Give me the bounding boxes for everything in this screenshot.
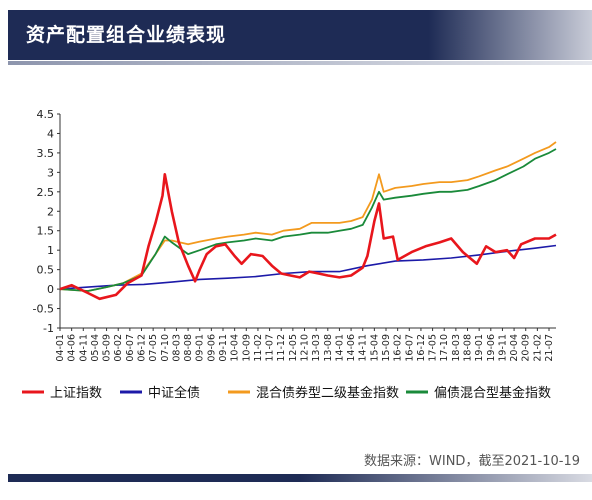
x-tick-label: 12-05 — [288, 334, 299, 362]
y-tick-label: 1.5 — [37, 225, 55, 238]
series-line-2 — [59, 141, 557, 292]
x-tick-label: 04-11 — [78, 334, 89, 362]
x-tick-label: 14-06 — [346, 334, 357, 362]
x-tick-label: 09-11 — [218, 334, 229, 362]
x-tick-label: 19-11 — [497, 334, 508, 362]
y-tick-label: -0.5 — [33, 303, 54, 316]
x-tick-label: 06-12 — [137, 334, 148, 362]
y-tick-label: 0 — [47, 283, 54, 296]
x-tick-label: 11-02 — [253, 334, 264, 362]
x-tick-label: 12-10 — [300, 334, 311, 362]
line-chart: -1 -0.5 0 0.5 1 1.5 2 2.5 3 3.5 4 4.5 04-01 04-06 04-1… — [22, 108, 557, 401]
x-tick-label: 04-06 — [67, 334, 78, 362]
x-tick-label: 05-04 — [90, 334, 101, 362]
y-tick-label: 3.5 — [37, 147, 55, 160]
page-title: 资产配置组合业绩表现 — [26, 24, 227, 46]
x-tick-label: 14-11 — [358, 334, 369, 362]
x-tick-label: 18-08 — [463, 334, 474, 362]
legend-label-2: 混合债券型二级基金指数 — [256, 385, 399, 401]
x-tick-label: 09-01 — [195, 334, 206, 362]
x-tick-label: 14-01 — [334, 334, 345, 362]
x-tick-label: 21-07 — [544, 334, 555, 362]
x-tick-label: 20-09 — [521, 334, 532, 362]
x-tick-label: 15-04 — [369, 334, 380, 362]
x-tick-label: 17-05 — [428, 334, 439, 362]
series-line-3 — [59, 148, 557, 292]
x-tick-label: 11-07 — [265, 334, 276, 362]
x-tick-label: 11-12 — [276, 334, 287, 362]
x-tick-label: 10-09 — [241, 334, 252, 362]
x-tick-label: 13-03 — [311, 334, 322, 362]
legend-label-3: 偏债混合型基金指数 — [434, 385, 551, 401]
y-tick-label: 4 — [47, 127, 54, 140]
x-tick-label: 05-09 — [102, 334, 113, 362]
x-tick-label: 07-10 — [160, 334, 171, 362]
legend-label-1: 中证全债 — [148, 385, 200, 401]
x-tick-label: 16-12 — [416, 334, 427, 362]
x-tick-label: 06-02 — [113, 334, 124, 362]
y-tick-label: 2 — [47, 205, 54, 218]
y-tick-label: -1 — [43, 322, 54, 335]
x-tick-label: 13-08 — [323, 334, 334, 362]
x-tick-label: 21-02 — [532, 334, 543, 362]
y-tick-label: 2.5 — [37, 186, 55, 199]
y-tick-label: 1 — [47, 244, 54, 257]
x-tick-label: 08-08 — [183, 334, 194, 362]
data-source-note: 数据来源：WIND，截至2021-10-19 — [364, 454, 580, 469]
x-tick-label: 06-07 — [125, 334, 136, 362]
y-tick-label: 0.5 — [37, 264, 55, 277]
x-tick-label: 04-01 — [55, 334, 66, 362]
x-tick-label: 09-06 — [206, 334, 217, 362]
chart-container: -1 -0.5 0 0.5 1 1.5 2 2.5 3 3.5 4 4.5 04-01 04-06 04-1… — [8, 100, 584, 430]
x-tick-label: 20-04 — [509, 334, 520, 362]
x-tick-label: 16-07 — [404, 334, 415, 362]
footer-band — [8, 474, 592, 482]
x-tick-label: 07-05 — [148, 334, 159, 362]
header-divider — [8, 61, 592, 65]
x-tick-label: 16-02 — [393, 334, 404, 362]
x-tick-label: 18-03 — [451, 334, 462, 362]
x-tick-label: 17-10 — [439, 334, 450, 362]
series-line-0 — [59, 173, 557, 301]
header-banner: 资产配置组合业绩表现 — [8, 10, 592, 60]
legend-label-0: 上证指数 — [50, 386, 102, 401]
x-tick-label: 19-01 — [474, 334, 485, 362]
y-tick-label: 4.5 — [37, 108, 55, 121]
x-tick-label: 19-06 — [486, 334, 497, 362]
x-tick-label: 15-09 — [381, 334, 392, 362]
y-tick-label: 3 — [47, 166, 54, 179]
x-tick-label: 08-03 — [171, 334, 182, 362]
x-tick-label: 10-04 — [230, 334, 241, 362]
